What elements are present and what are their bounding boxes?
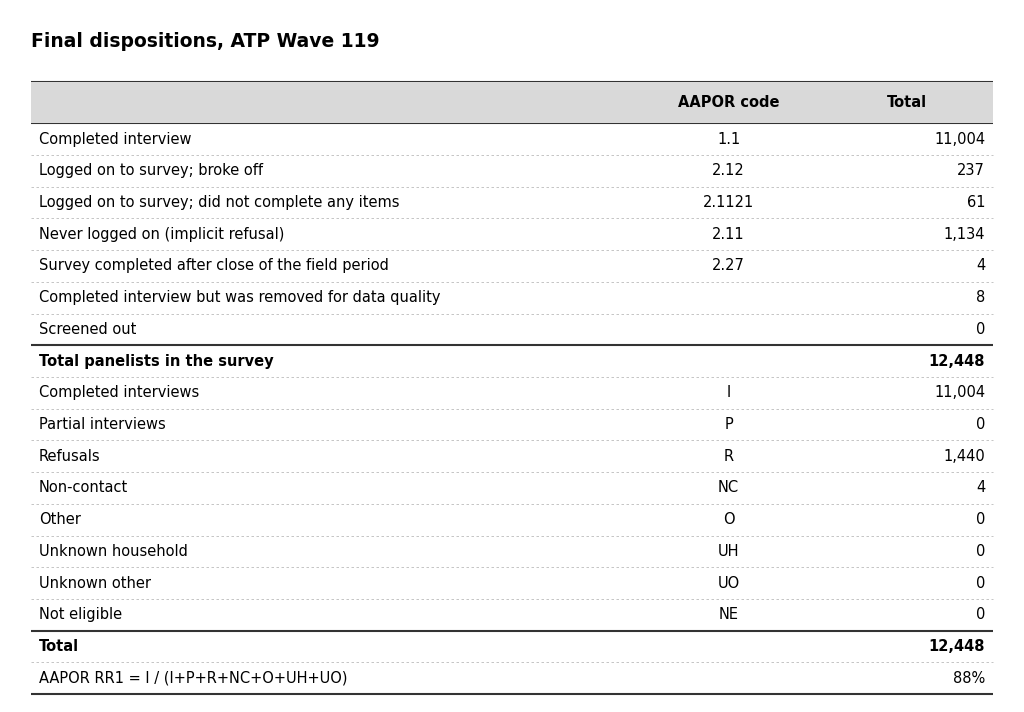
Text: 1,134: 1,134 bbox=[943, 226, 985, 241]
Text: Unknown other: Unknown other bbox=[39, 576, 151, 591]
Text: R: R bbox=[724, 449, 733, 464]
Text: P: P bbox=[724, 417, 733, 432]
Text: AAPOR RR1 = I / (I+P+R+NC+O+UH+UO): AAPOR RR1 = I / (I+P+R+NC+O+UH+UO) bbox=[39, 671, 347, 686]
Text: 8: 8 bbox=[976, 290, 985, 305]
Text: 1,440: 1,440 bbox=[943, 449, 985, 464]
Text: 0: 0 bbox=[976, 607, 985, 622]
Text: Other: Other bbox=[39, 512, 81, 527]
Text: Unknown household: Unknown household bbox=[39, 544, 187, 559]
Text: Not eligible: Not eligible bbox=[39, 607, 122, 622]
Text: Non-contact: Non-contact bbox=[39, 481, 128, 496]
Text: Screened out: Screened out bbox=[39, 322, 136, 337]
Text: Total panelists in the survey: Total panelists in the survey bbox=[39, 354, 273, 369]
Text: I: I bbox=[726, 385, 731, 400]
Text: 0: 0 bbox=[976, 417, 985, 432]
Text: Survey completed after close of the field period: Survey completed after close of the fiel… bbox=[39, 258, 389, 273]
Text: NC: NC bbox=[718, 481, 739, 496]
Text: 88%: 88% bbox=[953, 671, 985, 686]
Text: Logged on to survey; did not complete any items: Logged on to survey; did not complete an… bbox=[39, 195, 399, 210]
Text: 2.11: 2.11 bbox=[713, 226, 744, 241]
Text: 2.27: 2.27 bbox=[712, 258, 745, 273]
Text: Logged on to survey; broke off: Logged on to survey; broke off bbox=[39, 163, 263, 178]
Text: Completed interview: Completed interview bbox=[39, 132, 191, 147]
Text: 12,448: 12,448 bbox=[929, 639, 985, 654]
Text: Completed interviews: Completed interviews bbox=[39, 385, 199, 400]
Text: 0: 0 bbox=[976, 512, 985, 527]
Text: 2.1121: 2.1121 bbox=[702, 195, 755, 210]
Text: Final dispositions, ATP Wave 119: Final dispositions, ATP Wave 119 bbox=[31, 32, 379, 51]
Text: 237: 237 bbox=[957, 163, 985, 178]
Text: Never logged on (implicit refusal): Never logged on (implicit refusal) bbox=[39, 226, 285, 241]
Text: 4: 4 bbox=[976, 481, 985, 496]
Text: UO: UO bbox=[718, 576, 739, 591]
Text: 0: 0 bbox=[976, 576, 985, 591]
Text: Total: Total bbox=[39, 639, 79, 654]
Text: 12,448: 12,448 bbox=[929, 354, 985, 369]
Text: 1.1: 1.1 bbox=[717, 132, 740, 147]
Text: 4: 4 bbox=[976, 258, 985, 273]
Text: UH: UH bbox=[718, 544, 739, 559]
Text: 0: 0 bbox=[976, 322, 985, 337]
Text: O: O bbox=[723, 512, 734, 527]
Text: Refusals: Refusals bbox=[39, 449, 100, 464]
Text: AAPOR code: AAPOR code bbox=[678, 95, 779, 110]
Text: 11,004: 11,004 bbox=[934, 385, 985, 400]
Text: Completed interview but was removed for data quality: Completed interview but was removed for … bbox=[39, 290, 440, 305]
Text: 0: 0 bbox=[976, 544, 985, 559]
Text: 2.12: 2.12 bbox=[713, 163, 744, 178]
Text: Partial interviews: Partial interviews bbox=[39, 417, 166, 432]
Text: 61: 61 bbox=[967, 195, 985, 210]
Text: 11,004: 11,004 bbox=[934, 132, 985, 147]
Text: NE: NE bbox=[719, 607, 738, 622]
Text: Total: Total bbox=[887, 95, 927, 110]
